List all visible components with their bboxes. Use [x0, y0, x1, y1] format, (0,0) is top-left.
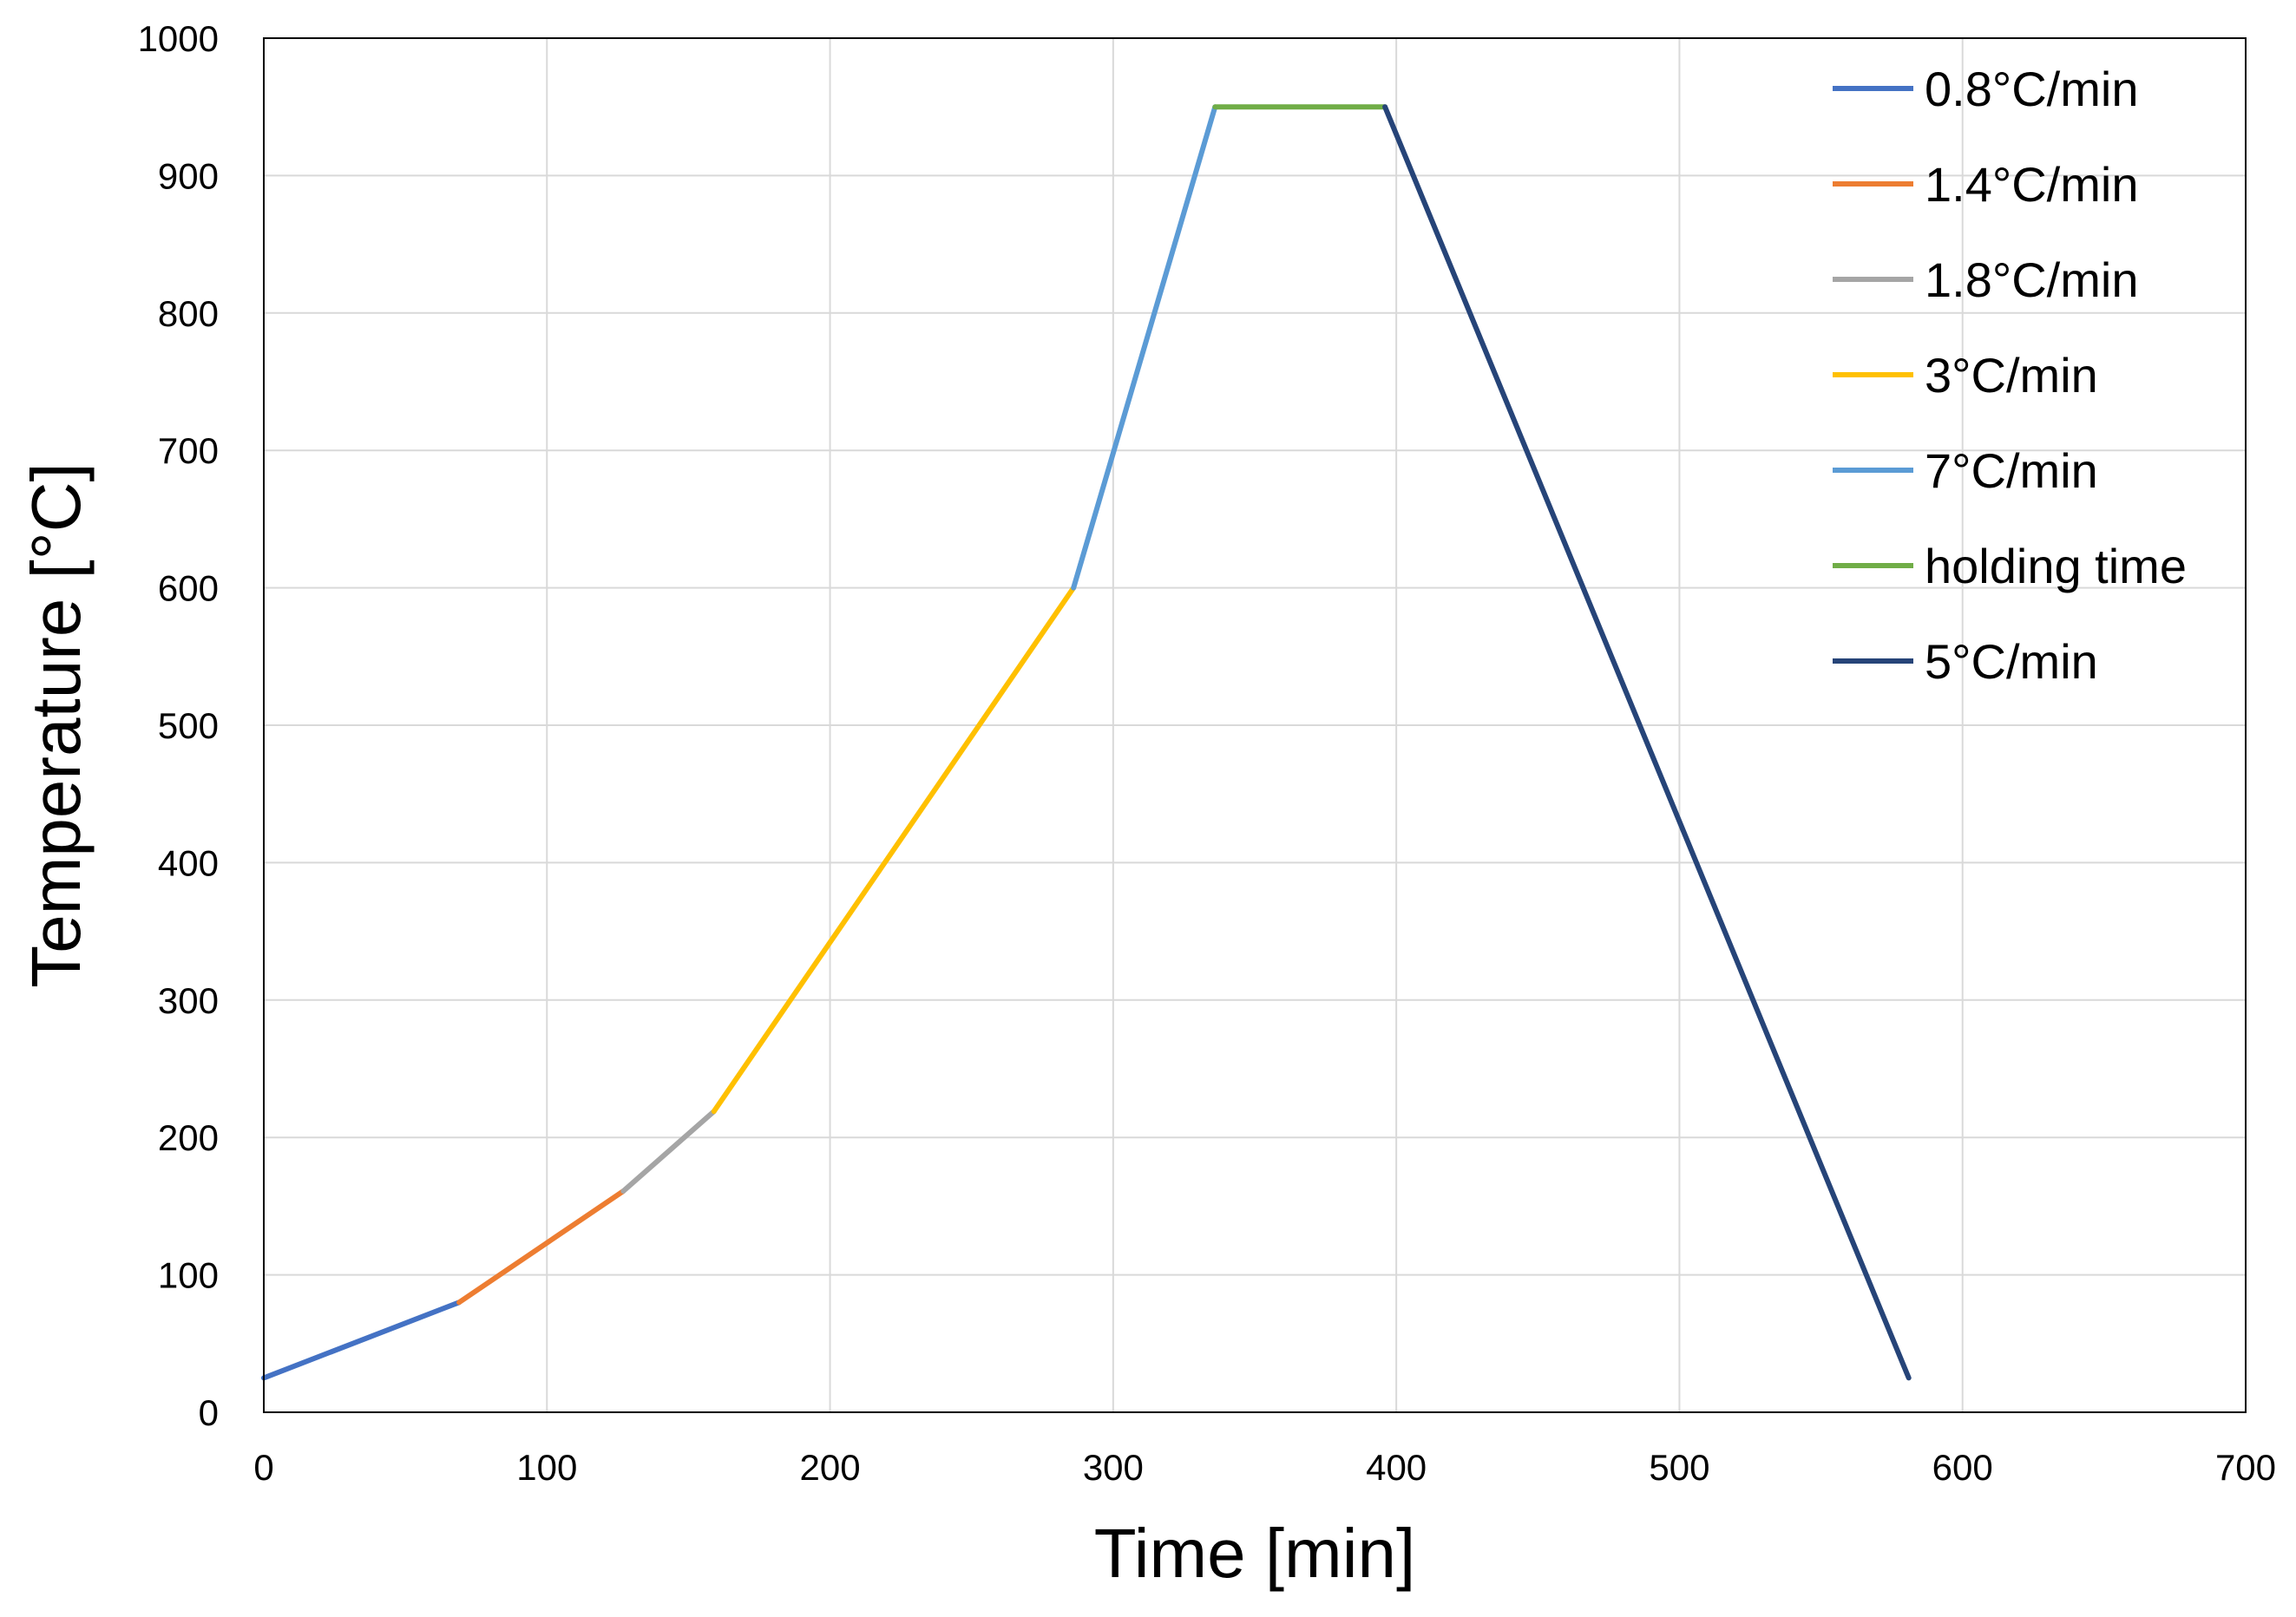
y-tick-label: 800: [158, 293, 219, 334]
series-line: [620, 1109, 717, 1194]
series-line: [456, 1188, 626, 1306]
x-tick-label: 0: [253, 1447, 273, 1488]
y-tick-label: 400: [158, 842, 219, 883]
y-tick-label: 500: [158, 705, 219, 746]
y-axis-title: Temperature [°C]: [17, 462, 95, 988]
plot-area-border: [263, 37, 2247, 1413]
y-tick-label: 100: [158, 1255, 219, 1296]
legend-label: holding time: [1925, 539, 2187, 593]
legend-label: 1.8°C/min: [1925, 252, 2138, 307]
x-tick-label: 200: [800, 1447, 861, 1488]
y-tick-label: 600: [158, 568, 219, 609]
x-axis-title: Time [min]: [1094, 1515, 1415, 1592]
legend-label: 3°C/min: [1925, 348, 2098, 403]
series-line: [1071, 104, 1218, 591]
series-line: [261, 1299, 462, 1381]
gridlines: [263, 37, 2247, 1413]
legend-label: 0.8°C/min: [1925, 62, 2138, 116]
y-tick-label: 0: [199, 1392, 219, 1433]
legend-label: 5°C/min: [1925, 634, 2098, 689]
x-tick-label: 500: [1649, 1447, 1709, 1488]
y-tick-label: 1000: [138, 18, 219, 59]
y-tick-label: 700: [158, 430, 219, 471]
legend-label: 1.4°C/min: [1925, 157, 2138, 212]
series-lines: [261, 104, 1912, 1381]
y-tick-label: 300: [158, 980, 219, 1021]
x-tick-label: 100: [516, 1447, 577, 1488]
series-line: [711, 585, 1077, 1115]
x-tick-label: 400: [1366, 1447, 1427, 1488]
y-tick-label: 900: [158, 155, 219, 196]
x-tick-label: 600: [1932, 1447, 1993, 1488]
series-line: [1382, 104, 1912, 1381]
legend-label: 7°C/min: [1925, 443, 2098, 498]
y-axis-tick-labels: 0 100 200 300 400 500 600 700 800 900 1000: [138, 18, 219, 1433]
legend: 0.8°C/min 1.4°C/min 1.8°C/min 3°C/min 7°C/mi…: [1833, 62, 2187, 689]
y-tick-label: 200: [158, 1117, 219, 1158]
x-tick-label: 700: [2215, 1447, 2276, 1488]
x-tick-label: 300: [1083, 1447, 1144, 1488]
x-axis-tick-labels: 0 100 200 300 400 500 600 700: [253, 1447, 2276, 1488]
